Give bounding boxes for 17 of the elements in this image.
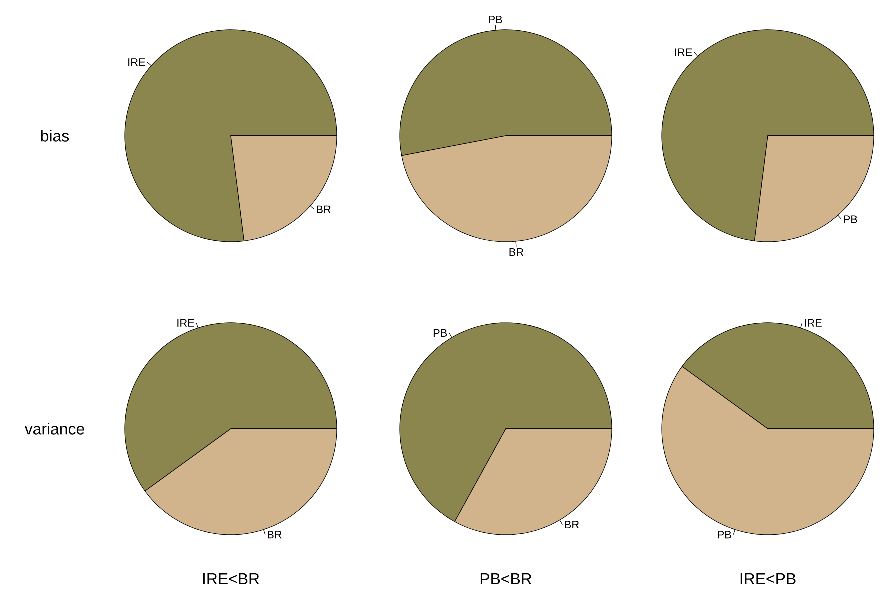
- text: PB<BR: [480, 574, 532, 584]
- slice-label: PB: [489, 16, 502, 24]
- text: IRE<BR: [203, 574, 260, 584]
- slice-label: PB: [844, 216, 858, 224]
- slice-label: BR: [565, 521, 580, 529]
- text: IRE<PB: [740, 574, 796, 584]
- slice-label: BR: [317, 206, 331, 214]
- slice-label: PB: [718, 531, 732, 539]
- slice-label: BR: [268, 531, 282, 539]
- text: bias: [41, 130, 70, 142]
- text: variance: [24, 423, 84, 435]
- slice-label: IRE: [178, 319, 194, 327]
- slice-label: BR: [510, 248, 524, 256]
- slice-label: IRE: [675, 48, 692, 56]
- slice-label: IRE: [805, 319, 822, 327]
- slice-label: IRE: [128, 58, 146, 66]
- slice-label: PB: [434, 329, 448, 337]
